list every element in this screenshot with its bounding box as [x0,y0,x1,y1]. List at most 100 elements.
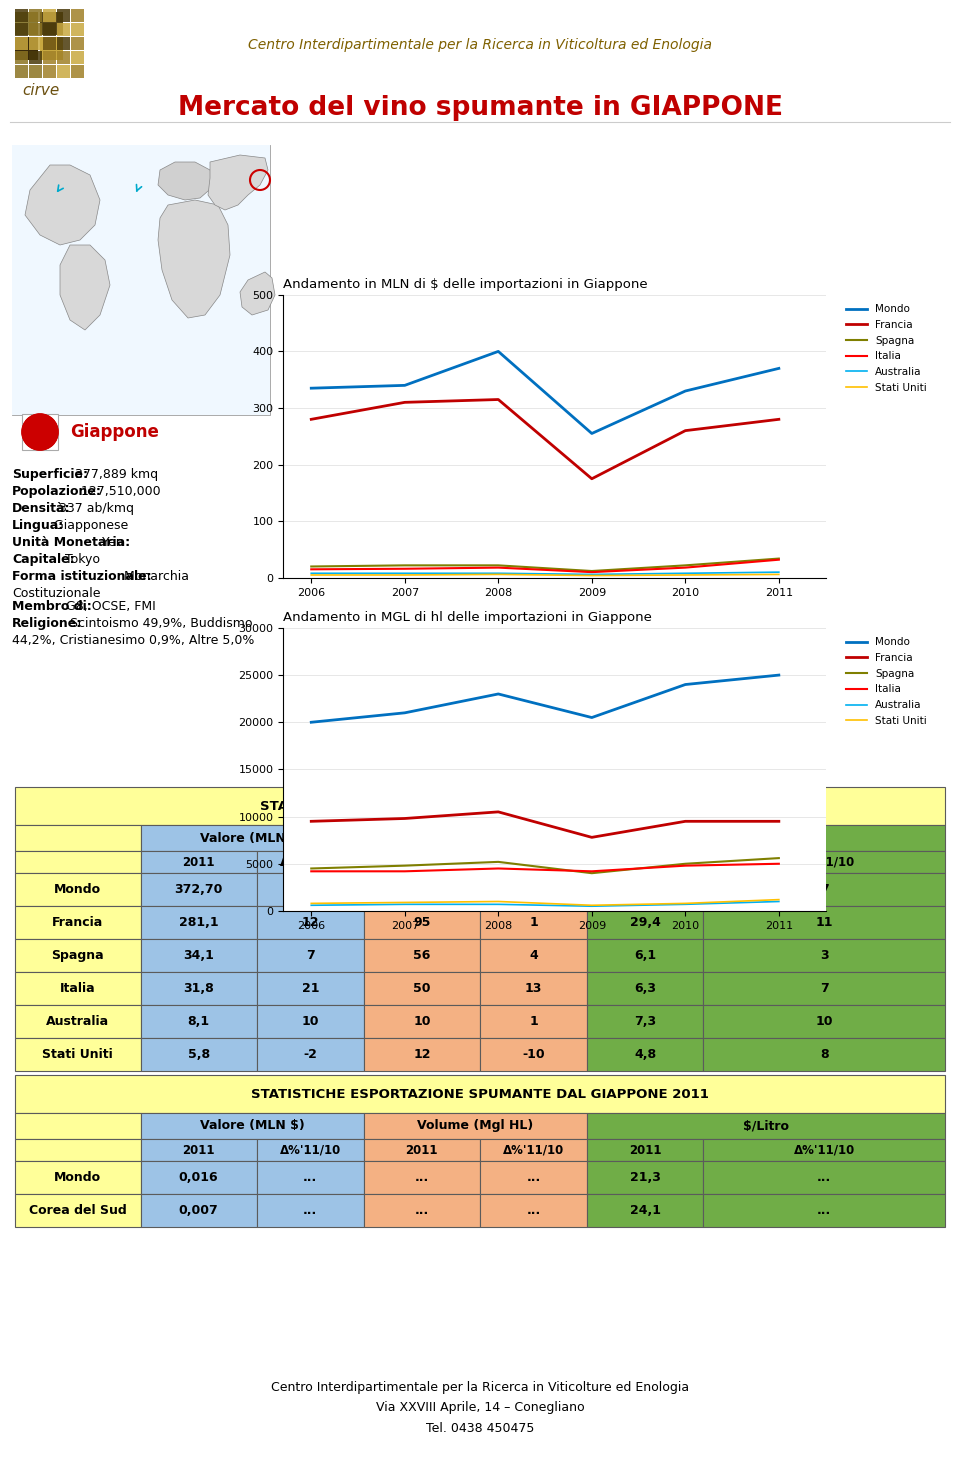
Stati Uniti [399,566,411,584]
Italia [492,859,504,877]
Text: 2011: 2011 [629,855,661,868]
Text: 21: 21 [301,982,319,995]
Text: Religione:: Religione: [12,618,83,629]
Text: Popolazione:: Popolazione: [12,485,102,498]
Text: Δ%'11/10: Δ%'11/10 [279,855,341,868]
Stati Uniti [586,566,597,584]
Text: Andamento in MGL di hl delle importazioni in Giappone: Andamento in MGL di hl delle importazion… [283,612,652,624]
Bar [140,825,364,850]
Bar [703,1005,945,1038]
Text: 377,889 kmq: 377,889 kmq [71,469,158,481]
Australia [773,563,784,581]
Text: 12: 12 [301,883,319,896]
Bar [57,24,70,35]
Spagna [680,855,691,873]
Spagna [492,853,504,871]
Line: Australia: Australia [311,902,779,907]
Australia [680,565,691,582]
Text: STATISTICHE IMPORTAZIONI SPUMANTE IN GIAPPONE 2011: STATISTICHE IMPORTAZIONI SPUMANTE IN GIA… [260,799,700,812]
Text: 7: 7 [306,949,315,963]
Bar [15,825,140,850]
Mondo [305,713,317,731]
Italia [586,862,597,880]
Bar [15,1139,140,1162]
Text: Tel. 0438 450475: Tel. 0438 450475 [426,1421,534,1434]
Text: Spagna: Spagna [52,949,104,963]
Stati Uniti [773,890,784,908]
Text: 95: 95 [413,915,431,929]
Text: 7: 7 [820,883,828,896]
Text: 13: 13 [525,982,542,995]
Text: 29,4: 29,4 [630,915,660,929]
Text: Giappone: Giappone [70,423,158,441]
Text: 127,510,000: 127,510,000 [77,485,160,498]
Australia [492,565,504,582]
Text: Volume (Mgl HL): Volume (Mgl HL) [418,831,534,845]
Francia [492,391,504,408]
Mondo [680,382,691,399]
Text: 372,70: 372,70 [175,883,223,896]
Bar [480,971,587,1005]
Bar [703,1139,945,1162]
Line: Stati Uniti: Stati Uniti [311,899,779,905]
Bar [57,65,70,78]
Bar [15,850,140,873]
Text: ...: ... [303,1204,318,1218]
Bar [140,850,257,873]
Bar [257,939,364,971]
Italia [680,856,691,874]
Text: Monarchia: Monarchia [120,570,189,584]
Stati Uniti [680,895,691,912]
Text: Volume (Mgl HL): Volume (Mgl HL) [418,1119,534,1132]
Mondo [305,379,317,397]
Stati Uniti [305,895,317,912]
Francia [305,410,317,427]
Text: Mondo: Mondo [54,883,102,896]
Circle shape [22,414,58,450]
Bar [12,144,270,416]
Australia [773,893,784,911]
Text: Valore (MLN $): Valore (MLN $) [200,831,304,845]
Bar [257,850,364,873]
Text: Δ%'11/10: Δ%'11/10 [503,855,564,868]
Bar [480,850,587,873]
Text: Superficie:: Superficie: [12,469,88,481]
Text: G8, OCSE, FMI: G8, OCSE, FMI [66,600,156,613]
Stati Uniti [680,566,691,584]
Stati Uniti [773,566,784,584]
Text: ...: ... [303,1170,318,1184]
Bar [587,939,703,971]
Bar [257,1139,364,1162]
Bar [15,52,28,63]
Text: 56: 56 [413,949,431,963]
Text: 8: 8 [820,1048,828,1061]
Text: 10: 10 [815,1016,833,1027]
Spagna [305,859,317,877]
Bar [364,971,480,1005]
Text: Italia: Italia [60,982,96,995]
Text: Δ%'11/10: Δ%'11/10 [794,855,854,868]
Text: Costituzionale: Costituzionale [12,587,101,600]
Line: Mondo: Mondo [311,351,779,433]
Mondo [492,342,504,360]
Text: cirve: cirve [22,83,60,97]
Francia [680,812,691,830]
Bar [15,1005,140,1038]
Bar [587,971,703,1005]
Bar [703,1194,945,1226]
Text: Australia: Australia [46,1016,109,1027]
Bar [257,971,364,1005]
Italia [399,862,411,880]
Bar [15,873,140,907]
Bar [480,1162,587,1194]
Bar [587,850,703,873]
Bar [15,12,38,35]
Text: ...: ... [415,1204,429,1218]
Australia [586,566,597,584]
Bar [43,9,56,22]
Italia [305,560,317,578]
Bar [22,414,58,450]
Text: Centro Interdipartimentale per la Ricerca in Viticolture ed Enologia: Centro Interdipartimentale per la Ricerc… [271,1381,689,1394]
Mondo [773,666,784,684]
Text: STATISTICHE ESPORTAZIONE SPUMANTE DAL GIAPPONE 2011: STATISTICHE ESPORTAZIONE SPUMANTE DAL GI… [252,1088,708,1101]
